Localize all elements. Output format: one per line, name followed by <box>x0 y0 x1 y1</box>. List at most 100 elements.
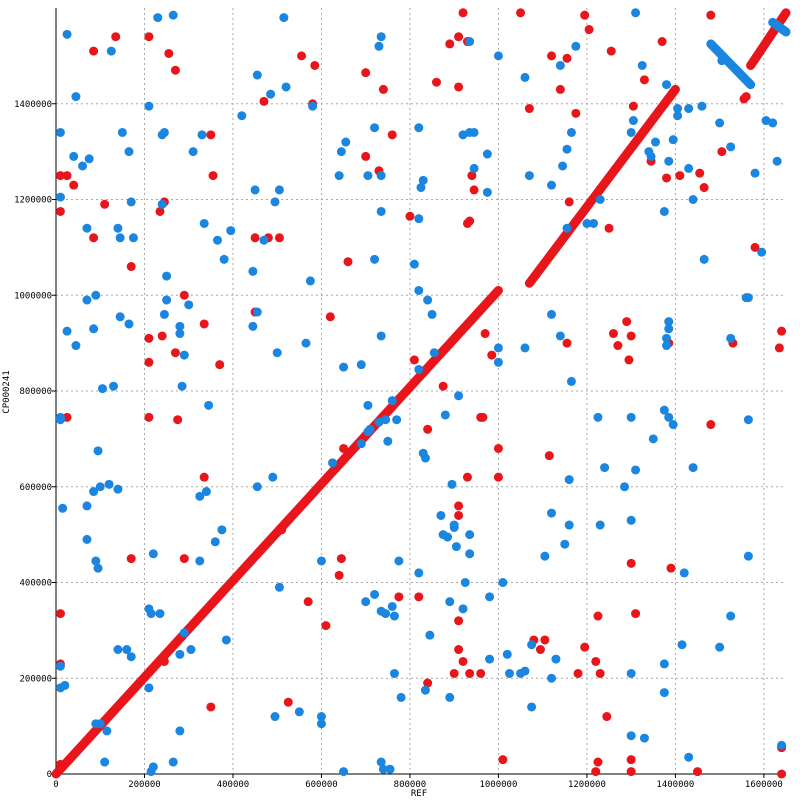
y-tick-label: 1200000 <box>14 196 52 206</box>
alignment-point <box>639 733 649 743</box>
alignment-point <box>726 142 736 152</box>
alignment-point <box>188 147 198 157</box>
alignment-point <box>480 329 490 339</box>
alignment-point <box>485 592 495 602</box>
alignment-point <box>445 692 455 702</box>
x-tick-label: 1600000 <box>745 780 783 790</box>
alignment-point <box>626 731 636 741</box>
alignment-point <box>274 185 284 195</box>
alignment-point <box>237 111 247 121</box>
alignment-point <box>259 235 269 245</box>
y-tick-label: 800000 <box>19 387 52 397</box>
alignment-point <box>589 218 599 228</box>
alignment-point <box>363 400 373 410</box>
x-tick-label: 600000 <box>305 780 338 790</box>
alignment-point <box>252 70 262 80</box>
alignment-point <box>772 156 782 166</box>
alignment-point <box>664 412 674 422</box>
alignment-point <box>179 628 189 638</box>
alignment-point <box>305 276 315 286</box>
alignment-point <box>414 285 424 295</box>
alignment-point <box>339 443 349 453</box>
alignment-point <box>62 29 72 39</box>
alignment-point <box>717 147 727 157</box>
alignment-point <box>113 484 123 494</box>
alignment-point <box>409 355 419 365</box>
alignment-point <box>82 534 92 544</box>
alignment-point <box>376 331 386 341</box>
alignment-point <box>650 137 660 147</box>
alignment-point <box>100 199 110 209</box>
alignment-point <box>212 235 222 245</box>
alignment-point <box>82 223 92 233</box>
alignment-point <box>726 611 736 621</box>
alignment-point <box>325 312 335 322</box>
x-tick-label: 1400000 <box>656 780 694 790</box>
alignment-point <box>294 707 304 717</box>
alignment-point <box>252 482 262 492</box>
alignment-point <box>376 32 386 42</box>
y-axis-label: CP000241 <box>2 370 12 413</box>
alignment-point <box>89 233 99 243</box>
alignment-point <box>175 726 185 736</box>
alignment-point <box>624 355 634 365</box>
alignment-point <box>378 84 388 94</box>
alignment-point <box>657 37 667 47</box>
axes <box>55 8 786 775</box>
alignment-point <box>662 341 672 351</box>
alignment-point <box>423 678 433 688</box>
alignment-point <box>162 295 172 305</box>
alignment-point <box>465 530 475 540</box>
alignment-point <box>420 453 430 463</box>
x-tick-labels: 0 200000 400000 600000 800000 1000000 1200000 1… <box>53 780 783 790</box>
alignment-point <box>423 295 433 305</box>
alignment-point <box>628 116 638 126</box>
alignment-point <box>443 532 453 542</box>
alignment-point <box>606 46 616 56</box>
alignment-point <box>591 656 601 666</box>
alignment-point <box>750 242 760 252</box>
alignment-point <box>126 262 136 272</box>
alignment-point <box>757 247 767 257</box>
alignment-point <box>157 331 167 341</box>
alignment-point <box>547 180 557 190</box>
alignment-point <box>573 668 583 678</box>
alignment-point <box>126 652 136 662</box>
alignment-point <box>774 343 784 353</box>
alignment-point <box>128 233 138 243</box>
alignment-point <box>458 130 468 140</box>
alignment-point <box>144 101 154 111</box>
alignment-point <box>675 171 685 181</box>
x-tick-label: 0 <box>53 780 58 790</box>
alignment-point <box>414 568 424 578</box>
alignment-point <box>283 697 293 707</box>
alignment-point <box>146 609 156 619</box>
alignment-point <box>447 479 457 489</box>
alignment-point <box>405 211 415 221</box>
alignment-point <box>55 192 65 202</box>
alignment-point <box>301 338 311 348</box>
alignment-point <box>177 381 187 391</box>
alignment-point <box>55 171 65 181</box>
alignment-point <box>60 680 70 690</box>
alignment-point <box>717 56 727 66</box>
alignment-point <box>248 321 258 331</box>
alignment-point <box>175 329 185 339</box>
alignment-point <box>122 645 132 655</box>
alignment-point <box>274 582 284 592</box>
alignment-point <box>383 436 393 446</box>
alignment-point <box>604 223 614 233</box>
alignment-point <box>662 173 672 183</box>
alignment-point <box>668 135 678 145</box>
alignment-point <box>97 384 107 394</box>
alignment-point <box>465 37 475 47</box>
alignment-point <box>706 10 716 20</box>
alignment-point <box>458 8 468 18</box>
alignment-point <box>250 185 260 195</box>
alignment-point <box>562 53 572 63</box>
alignment-point <box>454 616 464 626</box>
alignment-point <box>210 537 220 547</box>
alignment-point <box>387 130 397 140</box>
alignment-point <box>558 161 568 171</box>
alignment-point <box>361 151 371 161</box>
